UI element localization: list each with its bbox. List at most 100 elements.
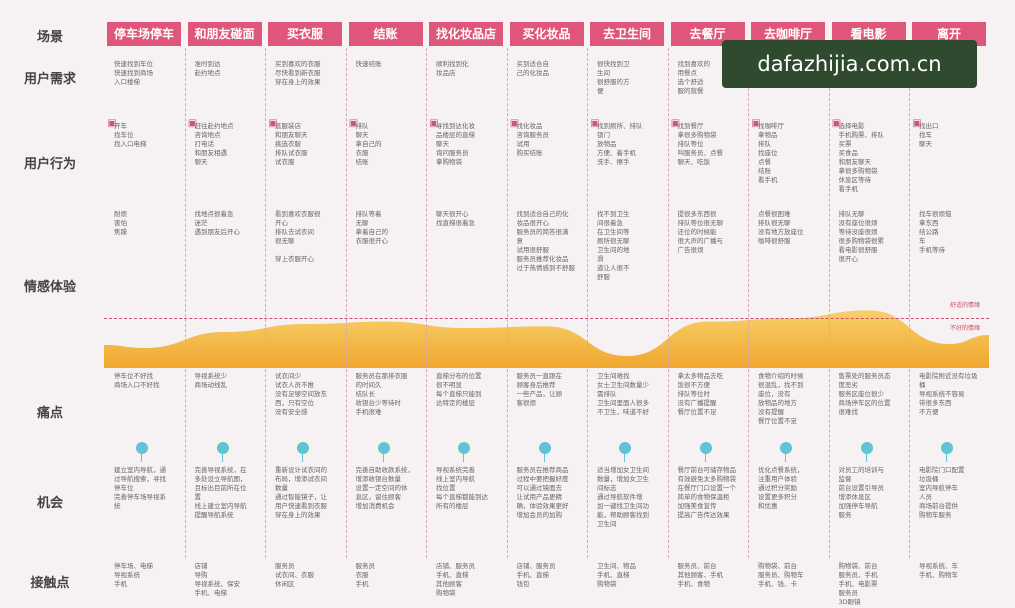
column-divider xyxy=(667,48,669,558)
opportunity-pin-icon xyxy=(780,442,792,454)
need-text: 快速结账 xyxy=(355,60,382,68)
opportunity-pin-stem xyxy=(785,452,786,462)
column-divider xyxy=(909,48,910,558)
opportunity-pin-stem xyxy=(624,452,625,462)
need-text: 顺利找到化 妆品店 xyxy=(436,60,469,77)
action-icon: ▣ xyxy=(187,118,198,129)
good-emotion-label: 舒适的情绪 xyxy=(950,302,981,309)
opportunity-text: 服务员在推荐商品 过程中要把握好度 可以通过镜面去 让试用产品更精 确，体验效果… xyxy=(516,466,569,519)
opportunity-pin-icon xyxy=(538,442,551,454)
emotion-text: 排队无聊 没有座位很烦 等待没座很烦 很多购物袋很累 看电影很舒服 很开心 xyxy=(838,210,885,263)
opportunity-pin-icon xyxy=(297,442,309,454)
column-divider xyxy=(587,48,588,558)
row-label-scene: 场景 xyxy=(36,30,63,45)
need-text: 很快找到卫 生间 很舒服的方 便 xyxy=(597,60,630,95)
need-text: 买到喜欢的衣服 尽快看到新衣服 穿在身上的效果 xyxy=(275,60,321,86)
scene-header: 找化妆品店 xyxy=(429,22,503,46)
opportunity-text: 建立室内导航，通 过导航搜索，寻找 停车位 完善停车场导视系 统 xyxy=(114,466,166,510)
opportunity-pin-stem xyxy=(865,452,867,462)
emotion-reference-line xyxy=(104,318,989,319)
opportunity-pin-stem xyxy=(543,452,545,462)
column-divider xyxy=(828,48,830,558)
action-text: 赶往赴约地点 咨询地点 打电话 和朋友相遇 聊天 xyxy=(194,122,234,166)
opportunity-pin-stem xyxy=(463,452,464,462)
opportunity-pin-stem xyxy=(141,452,142,462)
action-text: 逛服装店 和朋友聊天 挑选衣服 排队试衣服 试衣服 xyxy=(275,122,308,166)
opportunity-text: 餐厅前台可储存物品 有效避免太多购物袋 在餐厅门口设置一个 简单的食物保温柜 加… xyxy=(677,466,737,519)
opportunity-text: 完善自助收款系统， 增添收银台数量 设置一定空间的休 息区，留住顾客 增加消费机… xyxy=(355,466,415,510)
emotion-text: 聊天很开心 找直梯很着急 xyxy=(436,210,475,227)
opportunity-text: 电影院门口配置 垃圾桶 室内导航停车 人员 商场前台提供 购物车服务 xyxy=(919,466,965,519)
scene-header: 停车场停车 xyxy=(107,22,181,46)
opportunity-pin-stem xyxy=(221,452,223,462)
need-text: 找到喜欢的 用餐点 选个舒适 服的就餐 xyxy=(677,60,711,95)
opportunity-text: 优化点餐系统， 注重用户体验 通过积分奖励 设置更多积分 和优惠 xyxy=(758,466,804,510)
opportunity-text: 重新设计试衣间的 布局，增添试衣间 数量 通过智能镜子，让 用户快速看到衣服 穿… xyxy=(275,466,327,519)
action-icon: ▣ xyxy=(107,118,117,129)
opportunity-pin-icon xyxy=(136,442,148,454)
pain-text: 拿太多物品去吃 饭很不方便 排队等位时 没有广播提醒 餐厅位置不足 xyxy=(677,372,724,416)
touchpoint-text: 店铺 导购 导视系统、保安 手机、电梯 xyxy=(194,562,241,597)
emotion-text: 找地点很着急 迷茫 遇到朋友后开心 xyxy=(194,210,241,236)
emotion-text: 耐烦 害怕 焦躁 xyxy=(114,210,127,236)
emotion-text: 看到喜欢衣服很 开心 排队去试衣间 很无聊 穿上衣服开心 xyxy=(275,210,321,263)
column-divider xyxy=(506,48,508,558)
touchpoint-text: 服务员、前台 其他顾客、手机 手机、食物 xyxy=(677,562,724,588)
opportunity-pin-icon xyxy=(216,442,229,454)
pain-text: 电影院附近没有垃圾 桶 导视系统不容易 带很多东西 不方便 xyxy=(919,372,978,416)
need-text: 快速找到车位 快速找到商场 入口楼梯 xyxy=(114,60,153,86)
opportunity-pin-icon xyxy=(699,442,712,454)
scene-header: 结账 xyxy=(348,22,423,46)
emotion-text: 找车很烦恼 拿东西 结公路 车 手机等待 xyxy=(919,210,952,254)
pain-text: 直梯分布的位置 很不明显 每个直梯只能到 达特定的楼层 xyxy=(436,372,482,407)
opportunity-text: 导视系统完善 线上室内导航 找位置 每个直梯都能到达 所有的楼层 xyxy=(436,466,488,510)
column-divider xyxy=(426,48,427,558)
opportunity-pin-icon xyxy=(860,442,873,454)
column-divider xyxy=(748,48,749,558)
action-text: 找到餐厅 拿很多购物袋 排队等位 叫服务员、点餐 聊天、吃饭 xyxy=(677,122,724,166)
opportunity-text: 完善导视系统，在 多处设立导航图， 且标出目前所在位 置 线上建立室内导航 提醒… xyxy=(194,466,247,519)
pain-text: 售票处的服务员态 度恶劣 服务区座位很少 商场停车区的位置 很难找 xyxy=(838,372,891,416)
action-icon: ▣ xyxy=(509,118,520,129)
pain-text: 食物介绍的时候 很混乱，找不到 座位，没有 放物品的地方 没有提醒 餐厅位置不足 xyxy=(758,372,804,425)
emotion-area xyxy=(104,310,989,368)
action-icon: ▣ xyxy=(268,118,278,129)
action-text: 寻找到达化妆 品楼层的直梯 聊天 询问服务员 拿购物袋 xyxy=(436,122,475,166)
touchpoint-text: 服务员 衣服 手机 xyxy=(355,562,376,588)
emotion-text: 提很多东西很 排队等位很无聊 还位的时候能 很大声的广播与 广告很烦 xyxy=(677,210,724,254)
opportunity-pin-icon xyxy=(941,442,953,454)
column-divider xyxy=(265,48,266,558)
touchpoint-text: 店铺、服务员 手机、直梯 钱包 xyxy=(516,562,556,588)
scene-header: 买化妆品 xyxy=(509,22,584,46)
pain-text: 服务员一直跟在 顾客身后推荐 一些产品，让顾 客很烦 xyxy=(516,372,563,407)
opportunity-pin-stem xyxy=(382,452,384,462)
opportunity-text: 对员工的培训与 监督 前台设置引导员 增添休息区 加强停车导航 服务 xyxy=(838,466,885,519)
action-text: 找到厕所、排队 锁门 放物品 方便、着手机 洗手、擦手 xyxy=(597,122,643,166)
column-divider xyxy=(184,48,186,558)
need-text: 买到适合自 己的化妆品 xyxy=(516,60,550,77)
touchpoint-text: 店铺、服务员 手机、直梯 其他顾客 购物袋 xyxy=(436,562,475,597)
touchpoint-text: 卫生间、物品 手机、直梯 购物袋 xyxy=(597,562,636,588)
pain-text: 服务员在那排衣服 的时间久 结队长 收银台少等待时 手机很难 xyxy=(355,372,408,416)
row-label-needs: 用户需求 xyxy=(23,72,76,87)
action-text: 选择电影 手机购票、排队 买票 买食品 和朋友聊天 拿很多购物袋 休息区等待 看… xyxy=(838,122,885,193)
row-label-opportunity: 机会 xyxy=(36,496,63,511)
action-icon: ▣ xyxy=(670,118,681,129)
need-text: 准时到达 赴约地点 xyxy=(194,60,221,77)
action-icon: ▣ xyxy=(831,118,842,129)
scene-header: 去卫生间 xyxy=(590,22,664,46)
touchpoint-text: 停车场、电梯 导视系统 手机 xyxy=(114,562,153,588)
pain-text: 卫生间难找 女士卫生间数量少 需排队 卫生间里面人很多 不卫生，味道不好 xyxy=(597,372,649,416)
emotion-text: 找到适合自己的化 妆品很开心 服务员的简答很满 意 试用很舒服 服务员推荐化妆品… xyxy=(516,210,576,272)
emotion-text: 找不到卫生 间很着急 在卫生间等 厕所很无聊 卫生间的地 滑 道让人很不 舒服 xyxy=(597,210,630,281)
touchpoint-text: 服务员 试衣间、衣服 休闲区 xyxy=(275,562,314,588)
column-divider xyxy=(345,48,347,558)
pain-text: 停车位不好找 商场入口不好找 xyxy=(114,372,160,389)
action-text: 开车 找车位 找入口电梯 xyxy=(114,122,147,148)
emotion-text: 排队等着 无聊 拿着自己的 衣服很开心 xyxy=(355,210,389,245)
pain-text: 试衣间少 试衣人员不推 没有足够空间放东 西，只有空位 没有安全感 xyxy=(275,372,327,416)
action-text: 找化妆品 咨询服务员 试用 购买结账 xyxy=(516,122,550,157)
opportunity-pin-icon xyxy=(377,442,390,454)
touchpoint-text: 购物袋、前台 服务员、手机 手机、电影票 服务员 3D眼镜 xyxy=(838,562,878,606)
row-label-emotion: 情感体验 xyxy=(23,280,76,295)
